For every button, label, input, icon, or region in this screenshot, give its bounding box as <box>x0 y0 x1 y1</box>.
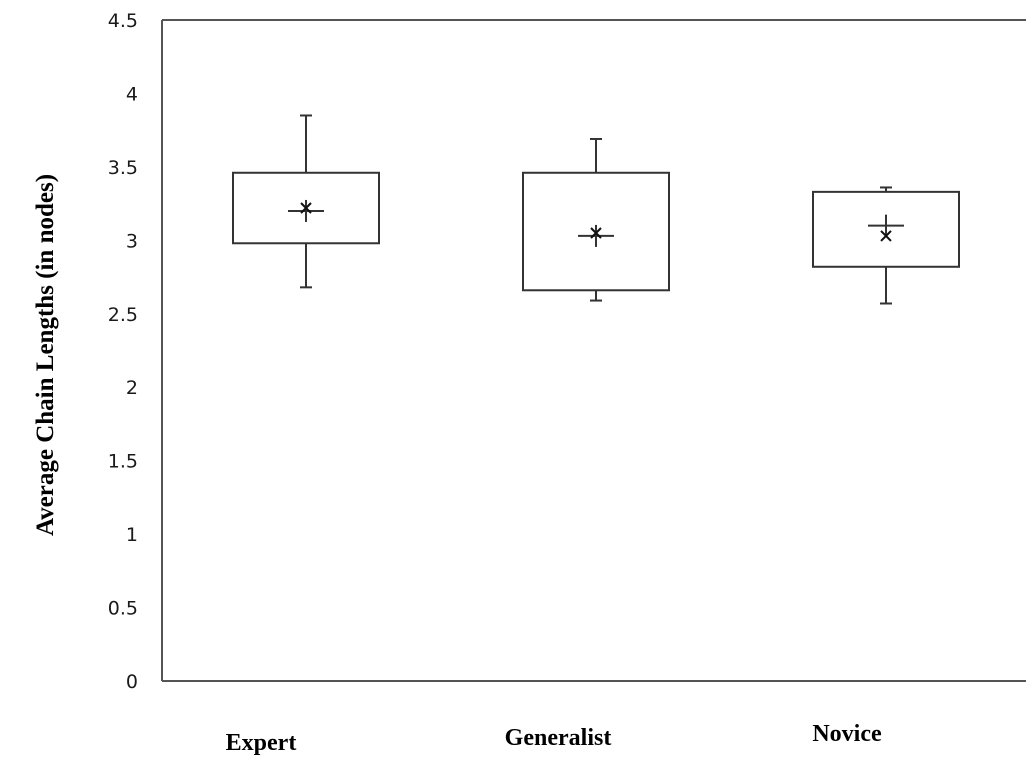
box-novice <box>812 186 960 305</box>
mean-marker <box>880 230 892 242</box>
plot-frame <box>161 19 1026 682</box>
mean-marker <box>590 227 602 239</box>
y-tick-labels: 0 0.5 1 1.5 2 2.5 3 3.5 4 4.5 <box>108 10 138 693</box>
category-label-generalist: Generalist <box>505 725 612 751</box>
y-tick-label: 3.5 <box>108 157 138 179</box>
category-labels: Expert Generalist Novice <box>226 721 882 756</box>
y-tick-label: 2 <box>126 377 138 399</box>
category-label-expert: Expert <box>226 730 297 756</box>
box-expert <box>232 114 380 289</box>
y-tick-label: 0 <box>126 671 138 693</box>
y-tick-label: 3 <box>126 230 138 252</box>
y-tick-label: 4.5 <box>108 10 138 32</box>
y-tick-label: 2.5 <box>108 304 138 326</box>
y-tick-label: 1 <box>126 524 138 546</box>
mean-marker <box>300 202 312 214</box>
box-generalist <box>522 137 670 302</box>
category-label-novice: Novice <box>812 721 882 747</box>
y-tick-label: 4 <box>126 83 138 105</box>
y-tick-label: 1.5 <box>108 451 138 473</box>
boxes <box>232 114 960 305</box>
y-tick-label: 0.5 <box>108 598 138 620</box>
y-axis-title: Average Chain Lengths (in nodes) <box>32 174 59 536</box>
